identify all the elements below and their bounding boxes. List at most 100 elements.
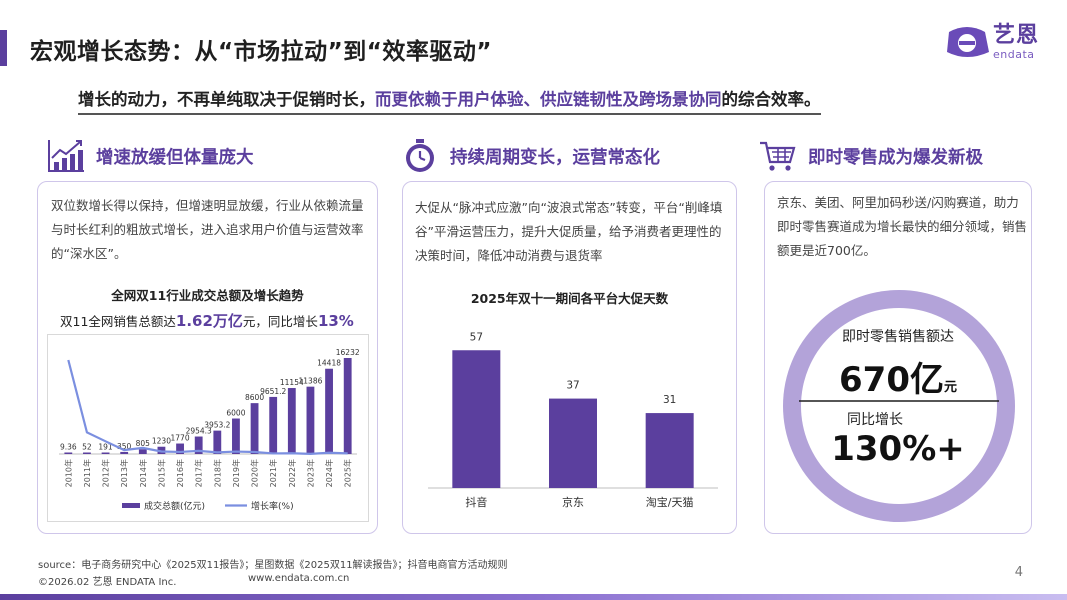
gmv-bar xyxy=(157,446,166,454)
subtitle-part-1: 增长的动力，不再单纯取决于促销时长， xyxy=(78,90,375,109)
instant-retail-ring xyxy=(783,290,1015,522)
shopping-cart-icon xyxy=(760,141,796,171)
page-title: 宏观增长态势：从“市场拉动”到“效率驱动” xyxy=(30,39,492,65)
promo-days-chart: 57 抖音 37 京东 31 淘宝/天猫 xyxy=(428,331,718,509)
section-1-text: 双位数增长得以保持，但增速明显放缓，行业从依赖流量与时长红利的粗放式增长，进入追… xyxy=(51,198,364,261)
gmv-bar xyxy=(194,436,203,454)
growth-chart-icon xyxy=(48,140,84,172)
year-tick-label: 2022年 xyxy=(287,459,297,487)
year-tick-label: 2021年 xyxy=(268,459,278,487)
ring-label-2: 同比增长 xyxy=(847,412,903,428)
gmv-bar-label: 191 xyxy=(98,443,113,452)
footer-copyright: ©2026.02 艺恩 ENDATA Inc. xyxy=(38,577,177,588)
gmv-bar-label: 9.36 xyxy=(60,443,77,452)
section-2-title: 持续周期变长，运营常态化 xyxy=(450,147,660,168)
year-tick-label: 2010年 xyxy=(63,459,73,487)
gmv-bar-label: 805 xyxy=(136,439,151,448)
chart1-title: 全网双11行业成交总额及增长趋势 xyxy=(111,288,304,303)
gmv-bar xyxy=(343,358,352,454)
footer-url: www.endata.com.cn xyxy=(248,573,350,584)
year-tick-label: 2018年 xyxy=(212,459,222,487)
promo-days-bar xyxy=(549,398,597,488)
section-1-card: 双位数增长得以保持，但增速明显放缓，行业从依赖流量与时长红利的粗放式增长，进入追… xyxy=(37,181,378,534)
ring-value-1-number: 670亿 xyxy=(839,360,944,400)
year-tick-label: 2019年 xyxy=(231,459,241,487)
promo-days-label: 37 xyxy=(566,380,579,392)
section-1-title: 增速放缓但体量庞大 xyxy=(96,147,254,168)
section-2-text: 大促从“脉冲式应激”向“波浪式常态”转变，平台“削峰填谷”平滑运营压力，提升大促… xyxy=(415,200,723,263)
ring-value-2: 130%+ xyxy=(831,429,965,469)
logo-cn-text: 艺恩 xyxy=(992,22,1039,48)
gmv-bar-label: 6000 xyxy=(226,409,245,418)
gmv-bar xyxy=(120,451,129,454)
gmv-bar-label: 2954.3 xyxy=(186,427,212,436)
year-tick-label: 2020年 xyxy=(250,459,260,487)
gmv-bar xyxy=(64,452,73,454)
gmv-bar xyxy=(101,452,110,454)
gmv-bar-label: 11386 xyxy=(299,377,323,386)
title-accent-bar xyxy=(0,30,7,66)
gmv-bar-label: 1770 xyxy=(171,434,190,443)
section-3-title: 即时零售成为爆发新极 xyxy=(808,147,983,168)
promo-days-bar xyxy=(645,413,694,488)
year-tick-label: 2015年 xyxy=(156,459,166,487)
section-2-header: 持续周期变长，运营常态化 xyxy=(400,138,660,174)
section-1-header: 增速放缓但体量庞大 xyxy=(46,138,254,174)
gmv-bar-label: 11154 xyxy=(280,378,304,387)
gmv-bar xyxy=(306,386,315,454)
gmv-bar xyxy=(269,396,278,454)
ring-value-1: 670亿元 xyxy=(765,352,1031,401)
year-tick-label: 2023年 xyxy=(305,459,315,487)
gmv-bar-label: 1230 xyxy=(152,437,171,446)
endata-logo-icon xyxy=(946,27,989,57)
platform-tick-label: 京东 xyxy=(562,495,584,509)
promo-days-bar xyxy=(452,350,501,488)
gmv-bar xyxy=(250,403,259,454)
logo-en-text: endata xyxy=(992,47,1035,61)
legend-bar-label: 成交总额(亿元) xyxy=(144,500,205,512)
chart1-sub-total: 1.62万亿 xyxy=(175,312,243,330)
gmv-bar-label: 350 xyxy=(117,442,132,451)
subtitle: 增长的动力，不再单纯取决于促销时长，而更依赖于用户体验、供应链韧性及跨场景协同的… xyxy=(78,86,821,115)
year-tick-label: 2025年 xyxy=(343,459,353,487)
chart2-title: 2025年双十一期间各平台大促天数 xyxy=(470,291,669,306)
subtitle-highlight: 而更依赖于用户体验、供应链韧性及跨场景协同 xyxy=(375,90,722,109)
bottom-accent-bar xyxy=(0,594,1067,600)
gmv-trend-chart: 9.36 2010年 52 2011年 191 2012年 350 2013年 805 2014年… xyxy=(47,334,369,522)
section-2-card: 大促从“脉冲式应激”向“波浪式常态”转变，平台“削峰填谷”平滑运营压力，提升大促… xyxy=(402,181,737,534)
gmv-bar-label: 14418 xyxy=(317,359,341,368)
ring-value-1-unit: 元 xyxy=(943,380,957,395)
promo-days-label: 31 xyxy=(663,394,676,406)
gmv-bar xyxy=(176,443,184,454)
growth-rate-line xyxy=(67,359,348,456)
chart1-subline: 双11全网销售总额达1.62万亿元，同比增长13% xyxy=(60,310,354,331)
gmv-bar-label: 16232 xyxy=(336,348,360,357)
footer-source: source：电子商务研究中心《2025双11报告》；星图数据《2025双11解… xyxy=(38,560,508,571)
ring-label-1: 即时零售销售额达 xyxy=(842,329,954,345)
page-number: 4 xyxy=(1014,565,1023,580)
gmv-bar xyxy=(232,418,240,454)
ring-inner xyxy=(801,308,997,504)
year-tick-label: 2024年 xyxy=(324,459,334,487)
gmv-bar xyxy=(83,452,91,454)
year-tick-label: 2017年 xyxy=(194,459,204,487)
chart1-sub-mid: 元，同比增长 xyxy=(242,314,318,329)
endata-logo: 艺恩 endata xyxy=(943,24,1039,60)
year-tick-label: 2011年 xyxy=(82,459,92,487)
year-tick-label: 2012年 xyxy=(101,459,111,487)
gmv-bar-label: 9651.2 xyxy=(260,387,286,396)
gmv-bar xyxy=(325,368,333,454)
gmv-bar-label: 8600 xyxy=(245,393,264,402)
gmv-bar-label: 3953.2 xyxy=(204,421,230,430)
section-3-text: 京东、美团、阿里加码秒送/闪购赛道，助力即时零售赛道成为增长最快的细分领域，销售… xyxy=(777,195,1028,258)
year-tick-label: 2016年 xyxy=(175,459,185,487)
platform-tick-label: 淘宝/天猫 xyxy=(646,495,694,509)
gmv-bar xyxy=(213,430,222,454)
gmv-bar-label: 52 xyxy=(82,443,92,452)
section-3-header: 即时零售成为爆发新极 xyxy=(758,138,983,174)
stopwatch-icon xyxy=(406,139,434,172)
subtitle-part-3: 的综合效率。 xyxy=(721,90,821,109)
promo-days-label: 57 xyxy=(470,331,483,343)
chart1-sub-pre: 双11全网销售总额达 xyxy=(60,314,176,329)
section-3-card: 京东、美团、阿里加码秒送/闪购赛道，助力即时零售赛道成为增长最快的细分领域，销售… xyxy=(764,181,1032,534)
